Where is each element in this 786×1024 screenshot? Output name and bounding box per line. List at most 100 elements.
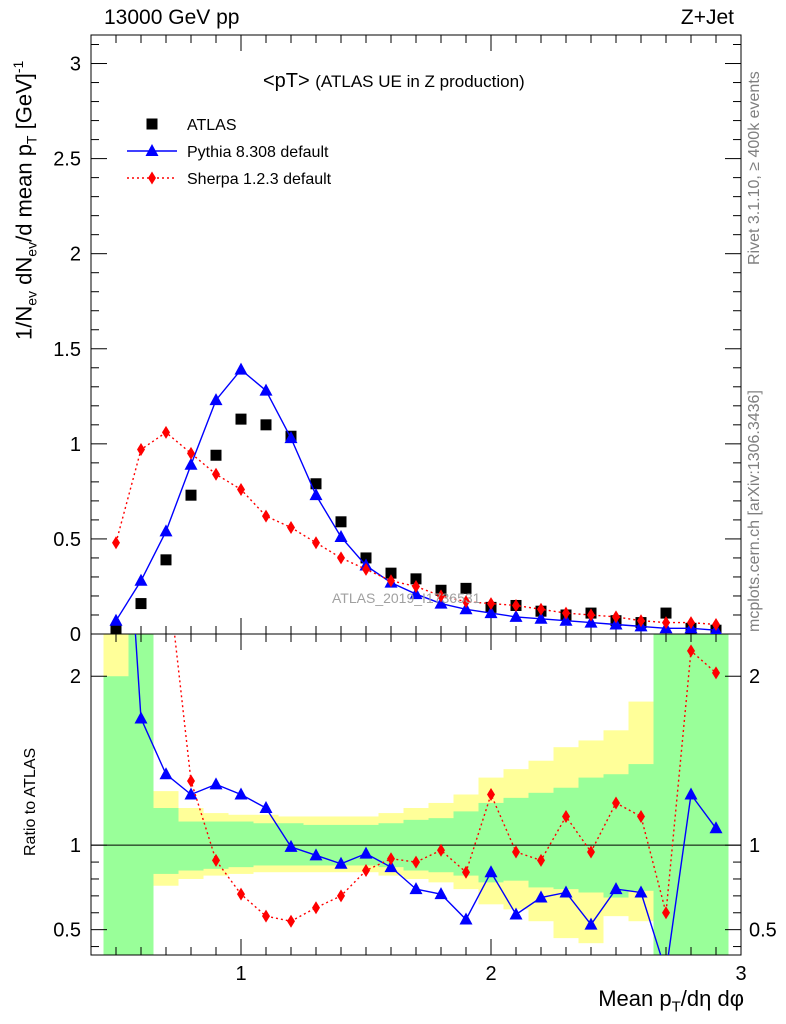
band-green — [228, 821, 254, 868]
pythia-8-308-default-ratio-point — [684, 787, 698, 800]
pythia-8-308-default-point — [559, 613, 573, 626]
sherpa-1-2-3-default-point — [687, 616, 695, 630]
atlas-point — [135, 598, 147, 610]
y-tick-label: 0.5 — [53, 529, 81, 551]
atlas-point — [360, 552, 372, 564]
sherpa-1-2-3-default-ratio-point — [462, 865, 470, 879]
x-tick-label: 1 — [235, 963, 246, 985]
chart-title: <pT> (ATLAS UE in Z production) — [263, 70, 525, 93]
sherpa-1-2-3-default-point — [337, 551, 345, 565]
pythia-8-308-default-point — [209, 393, 223, 406]
sherpa-1-2-3-default-point — [312, 536, 320, 550]
sherpa-1-2-3-default-point — [587, 608, 595, 622]
atlas-point — [210, 449, 222, 461]
sherpa-1-2-3-default-ratio-point — [512, 845, 520, 859]
ratio-y-tick-label: 2 — [70, 666, 81, 688]
sherpa-1-2-3-default-point — [362, 562, 370, 576]
pythia-8-308-default-point — [609, 617, 623, 630]
pythia-8-308-default-ratio-point — [484, 865, 498, 878]
sherpa-1-2-3-default-ratio-point — [637, 809, 645, 823]
sherpa-1-2-3-default-point — [537, 602, 545, 616]
sherpa-1-2-3-default-ratio-point — [712, 666, 720, 680]
sherpa-1-2-3-default-point — [662, 616, 670, 630]
x-axis-label: Mean pT/dη dφ — [598, 986, 744, 1016]
data-series — [109, 362, 723, 955]
sherpa-1-2-3-default-ratio-point — [587, 845, 595, 859]
pythia-8-308-default-main — [109, 362, 722, 634]
sherpa-1-2-3-default-ratio-point — [612, 796, 620, 810]
sherpa-1-2-3-default-point — [162, 425, 170, 439]
legend-marker-atlas — [146, 118, 158, 130]
band-green — [128, 634, 154, 955]
band-green — [628, 764, 654, 891]
pythia-8-308-default-ratio-point — [159, 767, 173, 780]
sherpa-1-2-3-default-ratio — [173, 634, 720, 928]
band-green — [528, 792, 554, 888]
pythia-8-308-default-point — [159, 524, 173, 537]
band-green — [553, 787, 579, 890]
ratio-y-tick-label-right: 2 — [749, 666, 760, 688]
pythia-8-308-default-ratio-point — [409, 882, 423, 895]
legend-label-pythia-8-308-default: Pythia 8.308 default — [187, 144, 329, 161]
pythia-8-308-default-ratio-point — [609, 882, 623, 895]
mcplots-label: mcplots.cern.ch [arXiv:1306.3436] — [746, 390, 763, 632]
band-green — [253, 823, 279, 866]
axis-ticks — [91, 35, 741, 955]
pythia-8-308-default-ratio-point — [559, 885, 573, 898]
pythia-8-308-default-ratio-point — [359, 846, 373, 859]
band-green — [103, 676, 129, 955]
chart-title-sub: (ATLAS UE in Z production) — [315, 72, 525, 91]
sherpa-1-2-3-default-point — [462, 595, 470, 609]
y-axis-label: 1/Nev dNev/d mean pT [GeV]-1 — [10, 60, 40, 340]
pythia-8-308-default-ratio-point — [134, 711, 148, 724]
pythia-8-308-default-point — [459, 602, 473, 615]
sherpa-1-2-3-default-ratio-point — [287, 914, 295, 928]
pythia-8-308-default-point — [234, 362, 248, 375]
sherpa-1-2-3-default-point — [187, 446, 195, 460]
pythia-8-308-default-point — [409, 587, 423, 600]
pythia-8-308-default-ratio-point — [184, 787, 198, 800]
sherpa-1-2-3-default-ratio-point — [312, 901, 320, 915]
legend-marker-sherpa-1-2-3-default — [148, 171, 156, 185]
ratio-y-tick-label: 0.5 — [53, 920, 81, 942]
pythia-8-308-default-ratio-point — [534, 890, 548, 903]
tick-labels: 00.511.522.530.5 0.51 12 21 2 3 — [53, 54, 777, 985]
sherpa-1-2-3-default-ratio-point — [262, 909, 270, 923]
ratio-y-tick-label-right: 1 — [749, 835, 760, 857]
pythia-8-308-default-ratio-point — [384, 860, 398, 873]
pythia-8-308-default-ratio-point — [709, 821, 723, 834]
atlas-point — [385, 567, 397, 579]
pythia-8-308-default-ratio-point — [634, 885, 648, 898]
band-green — [603, 774, 629, 898]
band-green — [703, 634, 729, 955]
pythia-8-308-default-point — [584, 615, 598, 628]
ratio-uncertainty-bands — [103, 634, 729, 955]
chart-title-main: <pT> — [263, 70, 310, 92]
pythia-8-308-default-ratio-point — [584, 917, 598, 930]
sherpa-1-2-3-default-point — [387, 574, 395, 588]
sherpa-1-2-3-default-point — [437, 589, 445, 603]
legend-label-sherpa-1-2-3-default: Sherpa 1.2.3 default — [187, 171, 332, 188]
sherpa-1-2-3-default-point — [712, 617, 720, 631]
pythia-8-308-default-ratio-point — [434, 887, 448, 900]
pythia-8-308-default-ratio-point — [234, 787, 248, 800]
legend-marker-pythia-8-308-default — [145, 144, 159, 156]
sherpa-1-2-3-default-ratio-point — [537, 853, 545, 867]
sherpa-1-2-3-default-point — [112, 536, 120, 550]
pythia-8-308-default-ratio-point — [209, 777, 223, 790]
pythia-8-308-default-ratio-point — [259, 801, 273, 814]
ratio-y-axis-label: Ratio to ATLAS — [22, 747, 39, 856]
sherpa-1-2-3-default-point — [237, 482, 245, 496]
sherpa-1-2-3-default-point — [412, 579, 420, 593]
pythia-8-308-default-ratio-point — [309, 848, 323, 861]
sherpa-1-2-3-default-ratio-point — [562, 809, 570, 823]
sherpa-1-2-3-default-point — [512, 598, 520, 612]
atlas-point — [260, 419, 272, 431]
atlas-point — [110, 624, 122, 634]
band-green — [178, 821, 204, 871]
ratio-y-tick-label: 1 — [70, 835, 81, 857]
sherpa-1-2-3-default-point — [562, 606, 570, 620]
sherpa-1-2-3-default-ratio-point — [212, 853, 220, 867]
x-tick-label: 2 — [485, 963, 496, 985]
sherpa-1-2-3-default-point — [487, 597, 495, 611]
